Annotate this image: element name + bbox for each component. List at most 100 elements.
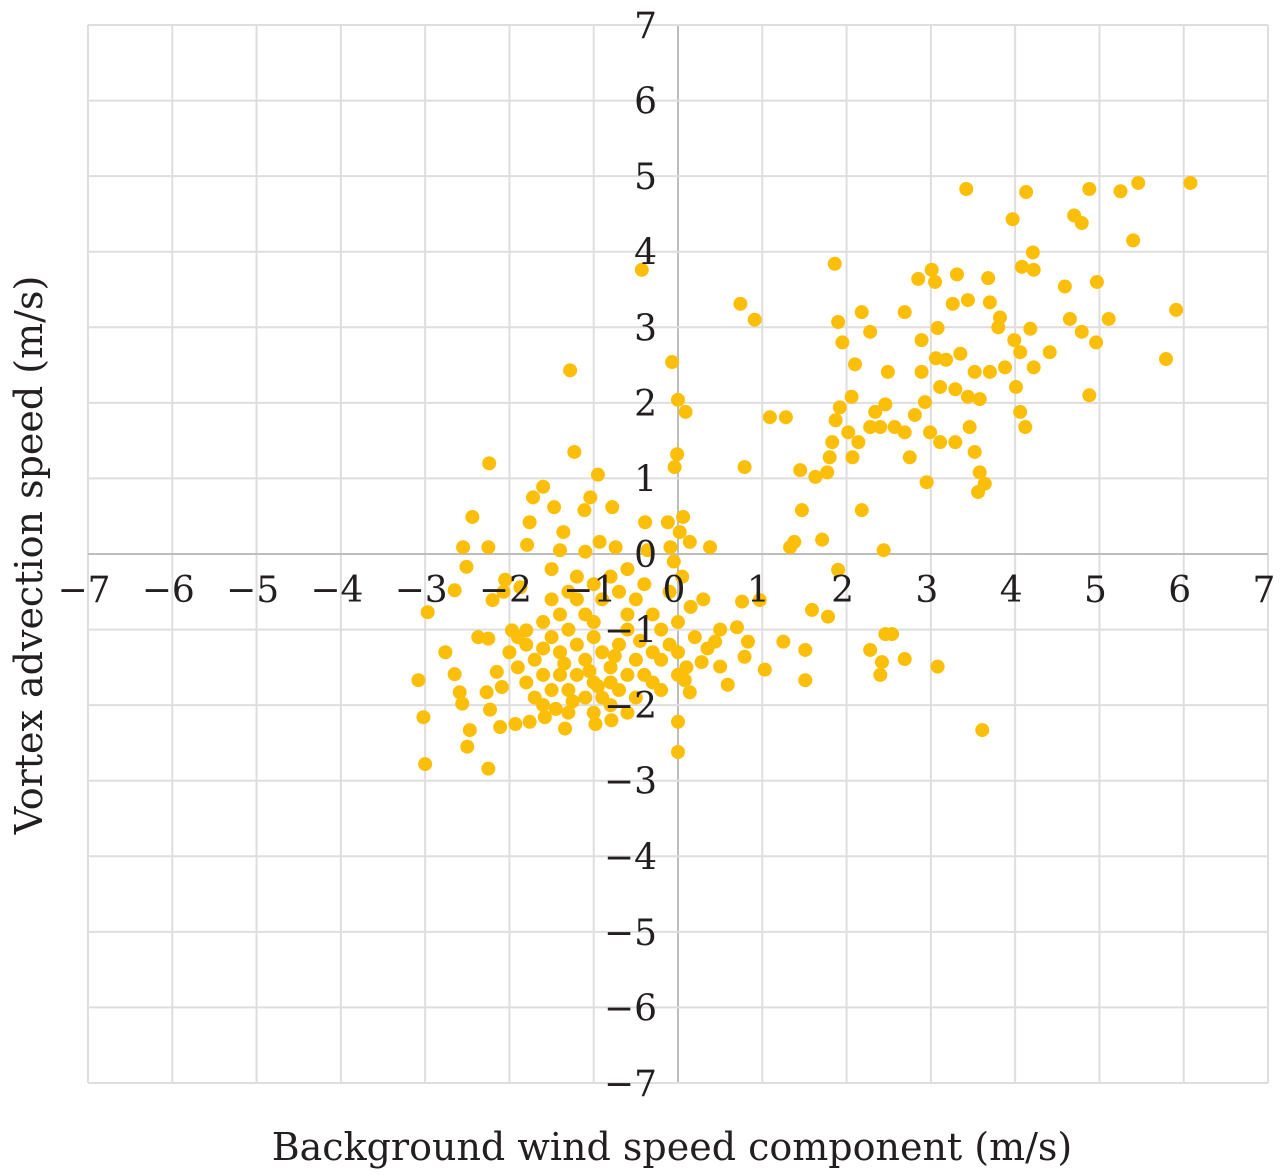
data-point bbox=[485, 593, 500, 608]
data-point bbox=[536, 479, 551, 494]
data-point bbox=[720, 677, 735, 692]
data-point bbox=[930, 659, 945, 674]
data-point bbox=[945, 296, 960, 311]
data-point bbox=[460, 739, 475, 754]
data-point bbox=[1014, 259, 1029, 274]
data-point bbox=[508, 717, 523, 732]
data-point bbox=[928, 274, 943, 289]
data-point bbox=[634, 262, 649, 277]
x-tick-label: −7 bbox=[57, 570, 110, 611]
data-point bbox=[577, 503, 592, 518]
data-point bbox=[1007, 333, 1022, 348]
x-tick-label: 5 bbox=[1084, 570, 1107, 611]
data-point bbox=[914, 364, 929, 379]
x-tick-label: 3 bbox=[915, 570, 938, 611]
data-point bbox=[851, 435, 866, 450]
data-point bbox=[873, 667, 888, 682]
data-point bbox=[447, 583, 462, 598]
data-point bbox=[479, 685, 494, 700]
data-point bbox=[547, 500, 562, 515]
data-point bbox=[1026, 360, 1041, 375]
data-point bbox=[805, 602, 820, 617]
data-point bbox=[628, 652, 643, 667]
data-point bbox=[1019, 185, 1034, 200]
data-point bbox=[665, 355, 680, 370]
data-point bbox=[553, 667, 567, 682]
x-tick-label: 4 bbox=[1000, 570, 1023, 611]
data-point bbox=[483, 702, 498, 717]
data-point bbox=[863, 420, 878, 435]
data-point bbox=[586, 577, 601, 592]
data-point bbox=[737, 460, 752, 475]
x-tick-label: 7 bbox=[1253, 570, 1276, 611]
data-point bbox=[595, 645, 610, 660]
data-point bbox=[582, 664, 597, 679]
y-tick-label: 6 bbox=[634, 82, 657, 123]
data-point bbox=[561, 705, 576, 720]
data-point bbox=[482, 456, 497, 471]
data-point bbox=[620, 705, 635, 720]
data-point bbox=[919, 475, 934, 490]
data-point bbox=[569, 667, 584, 682]
data-point bbox=[675, 569, 690, 584]
data-point bbox=[981, 271, 996, 286]
data-point bbox=[561, 683, 576, 698]
y-tick-label: 2 bbox=[634, 384, 657, 425]
y-tick-label: 1 bbox=[634, 459, 657, 500]
data-point bbox=[663, 540, 678, 555]
data-point bbox=[1159, 352, 1174, 367]
y-tick-label: −1 bbox=[604, 611, 657, 652]
data-point bbox=[481, 540, 496, 555]
data-point bbox=[578, 544, 593, 559]
data-point bbox=[645, 607, 660, 622]
data-point bbox=[637, 577, 652, 592]
data-point bbox=[822, 450, 837, 465]
data-point bbox=[553, 645, 567, 660]
data-point bbox=[620, 562, 635, 577]
data-point bbox=[1126, 233, 1141, 248]
data-point bbox=[590, 679, 605, 694]
data-point bbox=[510, 660, 525, 675]
data-point bbox=[831, 562, 846, 577]
data-point bbox=[962, 420, 977, 435]
data-point bbox=[713, 622, 728, 637]
data-point bbox=[452, 685, 467, 700]
data-point bbox=[496, 584, 511, 599]
data-point bbox=[762, 410, 777, 425]
data-point bbox=[586, 630, 601, 645]
data-point bbox=[924, 262, 939, 277]
data-point bbox=[737, 649, 752, 664]
data-point bbox=[757, 662, 772, 677]
data-point bbox=[967, 444, 982, 459]
data-point bbox=[949, 267, 964, 282]
data-point bbox=[740, 634, 755, 649]
data-point bbox=[592, 534, 607, 549]
data-point bbox=[848, 357, 862, 372]
data-point bbox=[917, 395, 932, 410]
data-point bbox=[1101, 311, 1116, 326]
data-point bbox=[808, 469, 823, 484]
data-point bbox=[660, 515, 675, 530]
x-tick-label: −1 bbox=[563, 570, 616, 611]
data-point bbox=[1074, 215, 1089, 230]
data-point bbox=[876, 543, 891, 558]
data-point bbox=[960, 293, 975, 308]
data-point bbox=[513, 580, 528, 595]
data-point bbox=[1113, 184, 1128, 199]
data-point bbox=[845, 450, 860, 465]
data-point bbox=[481, 761, 496, 776]
data-point bbox=[628, 592, 643, 607]
data-point bbox=[605, 500, 620, 515]
data-point bbox=[498, 572, 513, 587]
data-point bbox=[633, 633, 648, 648]
y-tick-label: 7 bbox=[634, 6, 657, 47]
data-point bbox=[671, 714, 685, 729]
data-point bbox=[1183, 175, 1198, 190]
data-point bbox=[887, 420, 902, 435]
data-point bbox=[578, 652, 593, 667]
data-point bbox=[603, 569, 618, 584]
data-point bbox=[612, 637, 626, 652]
data-point bbox=[982, 295, 997, 310]
data-point bbox=[526, 490, 541, 505]
data-point bbox=[671, 667, 685, 682]
